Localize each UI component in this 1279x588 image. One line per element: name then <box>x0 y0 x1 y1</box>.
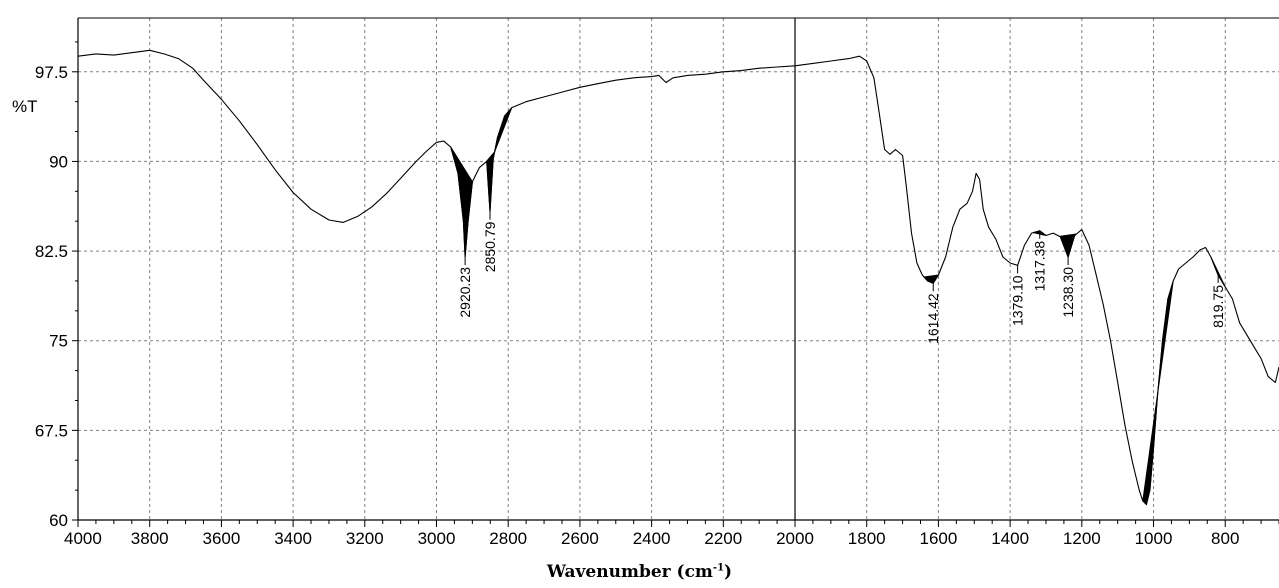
axes <box>72 17 1279 527</box>
peak-label: 1238.30 <box>1060 267 1076 318</box>
y-tick-label: 90 <box>49 152 68 171</box>
x-tick-label: 1200 <box>1063 529 1101 548</box>
y-tick-label: 97.5 <box>35 63 68 82</box>
spectrum-series <box>77 49 1279 506</box>
x-tick-label: 1600 <box>920 529 958 548</box>
x-tick-label: 3600 <box>202 529 240 548</box>
x-tick-labels: 4000 3800 3600 3400 3200 3000 2800 2600 2400 2200… <box>64 529 1239 548</box>
x-tick-label: 1000 <box>1135 529 1173 548</box>
y-tick-label: 60 <box>49 511 68 530</box>
x-axis-label: Wavenumber (cm-1) <box>0 562 1279 582</box>
grid-lines <box>78 18 1279 520</box>
y-tick-label: 75 <box>49 332 68 351</box>
peak-labels: 2920.23 2850.79 1614.42 1379.10 1317.38 1238.… <box>457 211 1226 344</box>
x-tick-label: 1800 <box>848 529 886 548</box>
x-tick-label: 3000 <box>418 529 456 548</box>
peak-label: 2920.23 <box>457 267 473 318</box>
x-tick-label: 2000 <box>776 529 814 548</box>
x-tick-label: 4000 <box>64 529 102 548</box>
y-tick-label: 82.5 <box>35 242 68 261</box>
peak-label: 1614.42 <box>925 293 941 344</box>
x-tick-label: 3200 <box>346 529 384 548</box>
peak-label: 2850.79 <box>482 221 498 272</box>
y-tick-label: 67.5 <box>35 421 68 440</box>
x-tick-label: 3800 <box>131 529 169 548</box>
x-axis-label-main: Wavenumber (cm <box>546 562 713 582</box>
x-axis-label-close: ) <box>724 562 733 582</box>
x-tick-label: 2600 <box>561 529 599 548</box>
x-tick-label: 2200 <box>704 529 742 548</box>
y-tick-labels: 60 67.5 75 82.5 90 97.5 <box>35 63 68 530</box>
x-tick-label: 1400 <box>991 529 1029 548</box>
spectrum-line <box>77 49 1279 506</box>
y-axis-label: %T <box>12 97 38 116</box>
x-tick-label: 2400 <box>633 529 671 548</box>
x-tick-label: 3400 <box>274 529 312 548</box>
peak-label: 1379.10 <box>1010 275 1026 326</box>
x-tick-label: 800 <box>1211 529 1239 548</box>
plot-area <box>78 18 1279 520</box>
peak-label: 1317.38 <box>1032 241 1048 292</box>
x-axis-label-unit-exponent: -1 <box>712 562 725 574</box>
x-tick-label: 2800 <box>489 529 527 548</box>
peak-label: 819.75 <box>1210 285 1226 328</box>
